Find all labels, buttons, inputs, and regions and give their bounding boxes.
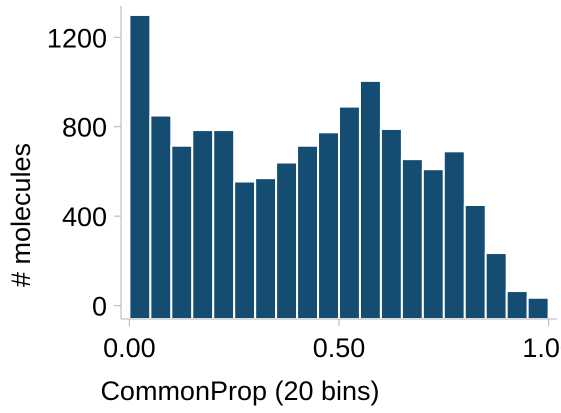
histogram-bar [317,131,340,320]
y-tick-label: 1200 [47,23,107,53]
histogram-bar [358,79,382,321]
histogram-bar [379,127,403,320]
histogram-bar [442,150,466,320]
histogram-bar [170,144,194,320]
histogram-bar [296,144,320,320]
histogram-bar [505,290,529,320]
x-tick-label: 0.50 [313,333,366,363]
histogram-bar [233,180,257,320]
histogram-bar [191,129,215,320]
x-axis-title: CommonProp (20 bins) [100,376,379,406]
bars-group [128,13,550,321]
histogram-bar [421,168,445,320]
y-tick-label: 800 [62,113,107,143]
y-ticks-group: 0 400 800 1200 [47,23,121,322]
x-tick-label: 0.00 [103,333,156,363]
histogram-bar [400,158,424,320]
histogram-bar [484,252,508,321]
x-ticks-group: 0.00 0.50 1.00 [103,319,561,363]
histogram-bar [149,114,173,320]
y-tick-label: 400 [62,202,107,232]
histogram-bar [463,203,487,321]
y-tick-label: 0 [92,292,107,322]
histogram-bar [254,177,278,320]
histogram-bar [212,129,236,320]
histogram-bar [338,105,361,320]
histogram-bar [275,161,299,320]
histogram-bar [128,13,152,320]
y-axis-title: # molecules [6,143,36,287]
x-tick-label: 1.00 [522,333,561,363]
histogram-bar [526,296,550,320]
